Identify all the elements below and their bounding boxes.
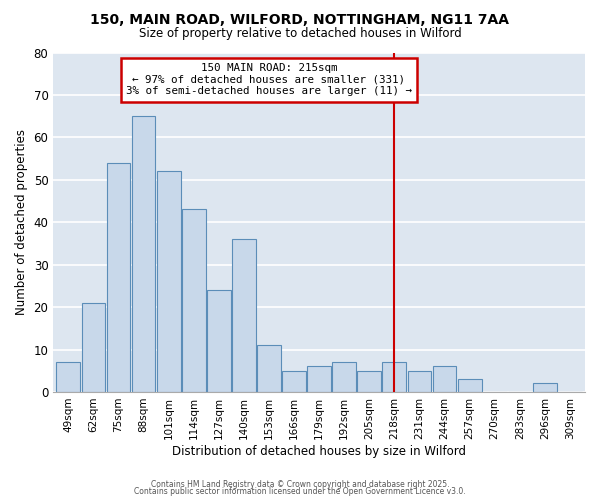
Y-axis label: Number of detached properties: Number of detached properties: [15, 129, 28, 315]
Text: 150, MAIN ROAD, WILFORD, NOTTINGHAM, NG11 7AA: 150, MAIN ROAD, WILFORD, NOTTINGHAM, NG1…: [91, 12, 509, 26]
Text: Contains HM Land Registry data © Crown copyright and database right 2025.: Contains HM Land Registry data © Crown c…: [151, 480, 449, 489]
Bar: [358, 370, 381, 392]
Bar: [82, 303, 106, 392]
Bar: [407, 370, 431, 392]
Bar: [458, 379, 482, 392]
Bar: [282, 370, 306, 392]
Bar: [382, 362, 406, 392]
Bar: [107, 163, 130, 392]
Bar: [332, 362, 356, 392]
Text: 150 MAIN ROAD: 215sqm
← 97% of detached houses are smaller (331)
3% of semi-deta: 150 MAIN ROAD: 215sqm ← 97% of detached …: [126, 63, 412, 96]
Bar: [433, 366, 457, 392]
Bar: [56, 362, 80, 392]
Bar: [207, 290, 231, 392]
Bar: [131, 116, 155, 392]
Bar: [533, 384, 557, 392]
Bar: [157, 172, 181, 392]
Bar: [257, 346, 281, 392]
Bar: [307, 366, 331, 392]
Bar: [232, 239, 256, 392]
X-axis label: Distribution of detached houses by size in Wilford: Distribution of detached houses by size …: [172, 444, 466, 458]
Bar: [182, 210, 206, 392]
Text: Contains public sector information licensed under the Open Government Licence v3: Contains public sector information licen…: [134, 488, 466, 496]
Text: Size of property relative to detached houses in Wilford: Size of property relative to detached ho…: [139, 28, 461, 40]
